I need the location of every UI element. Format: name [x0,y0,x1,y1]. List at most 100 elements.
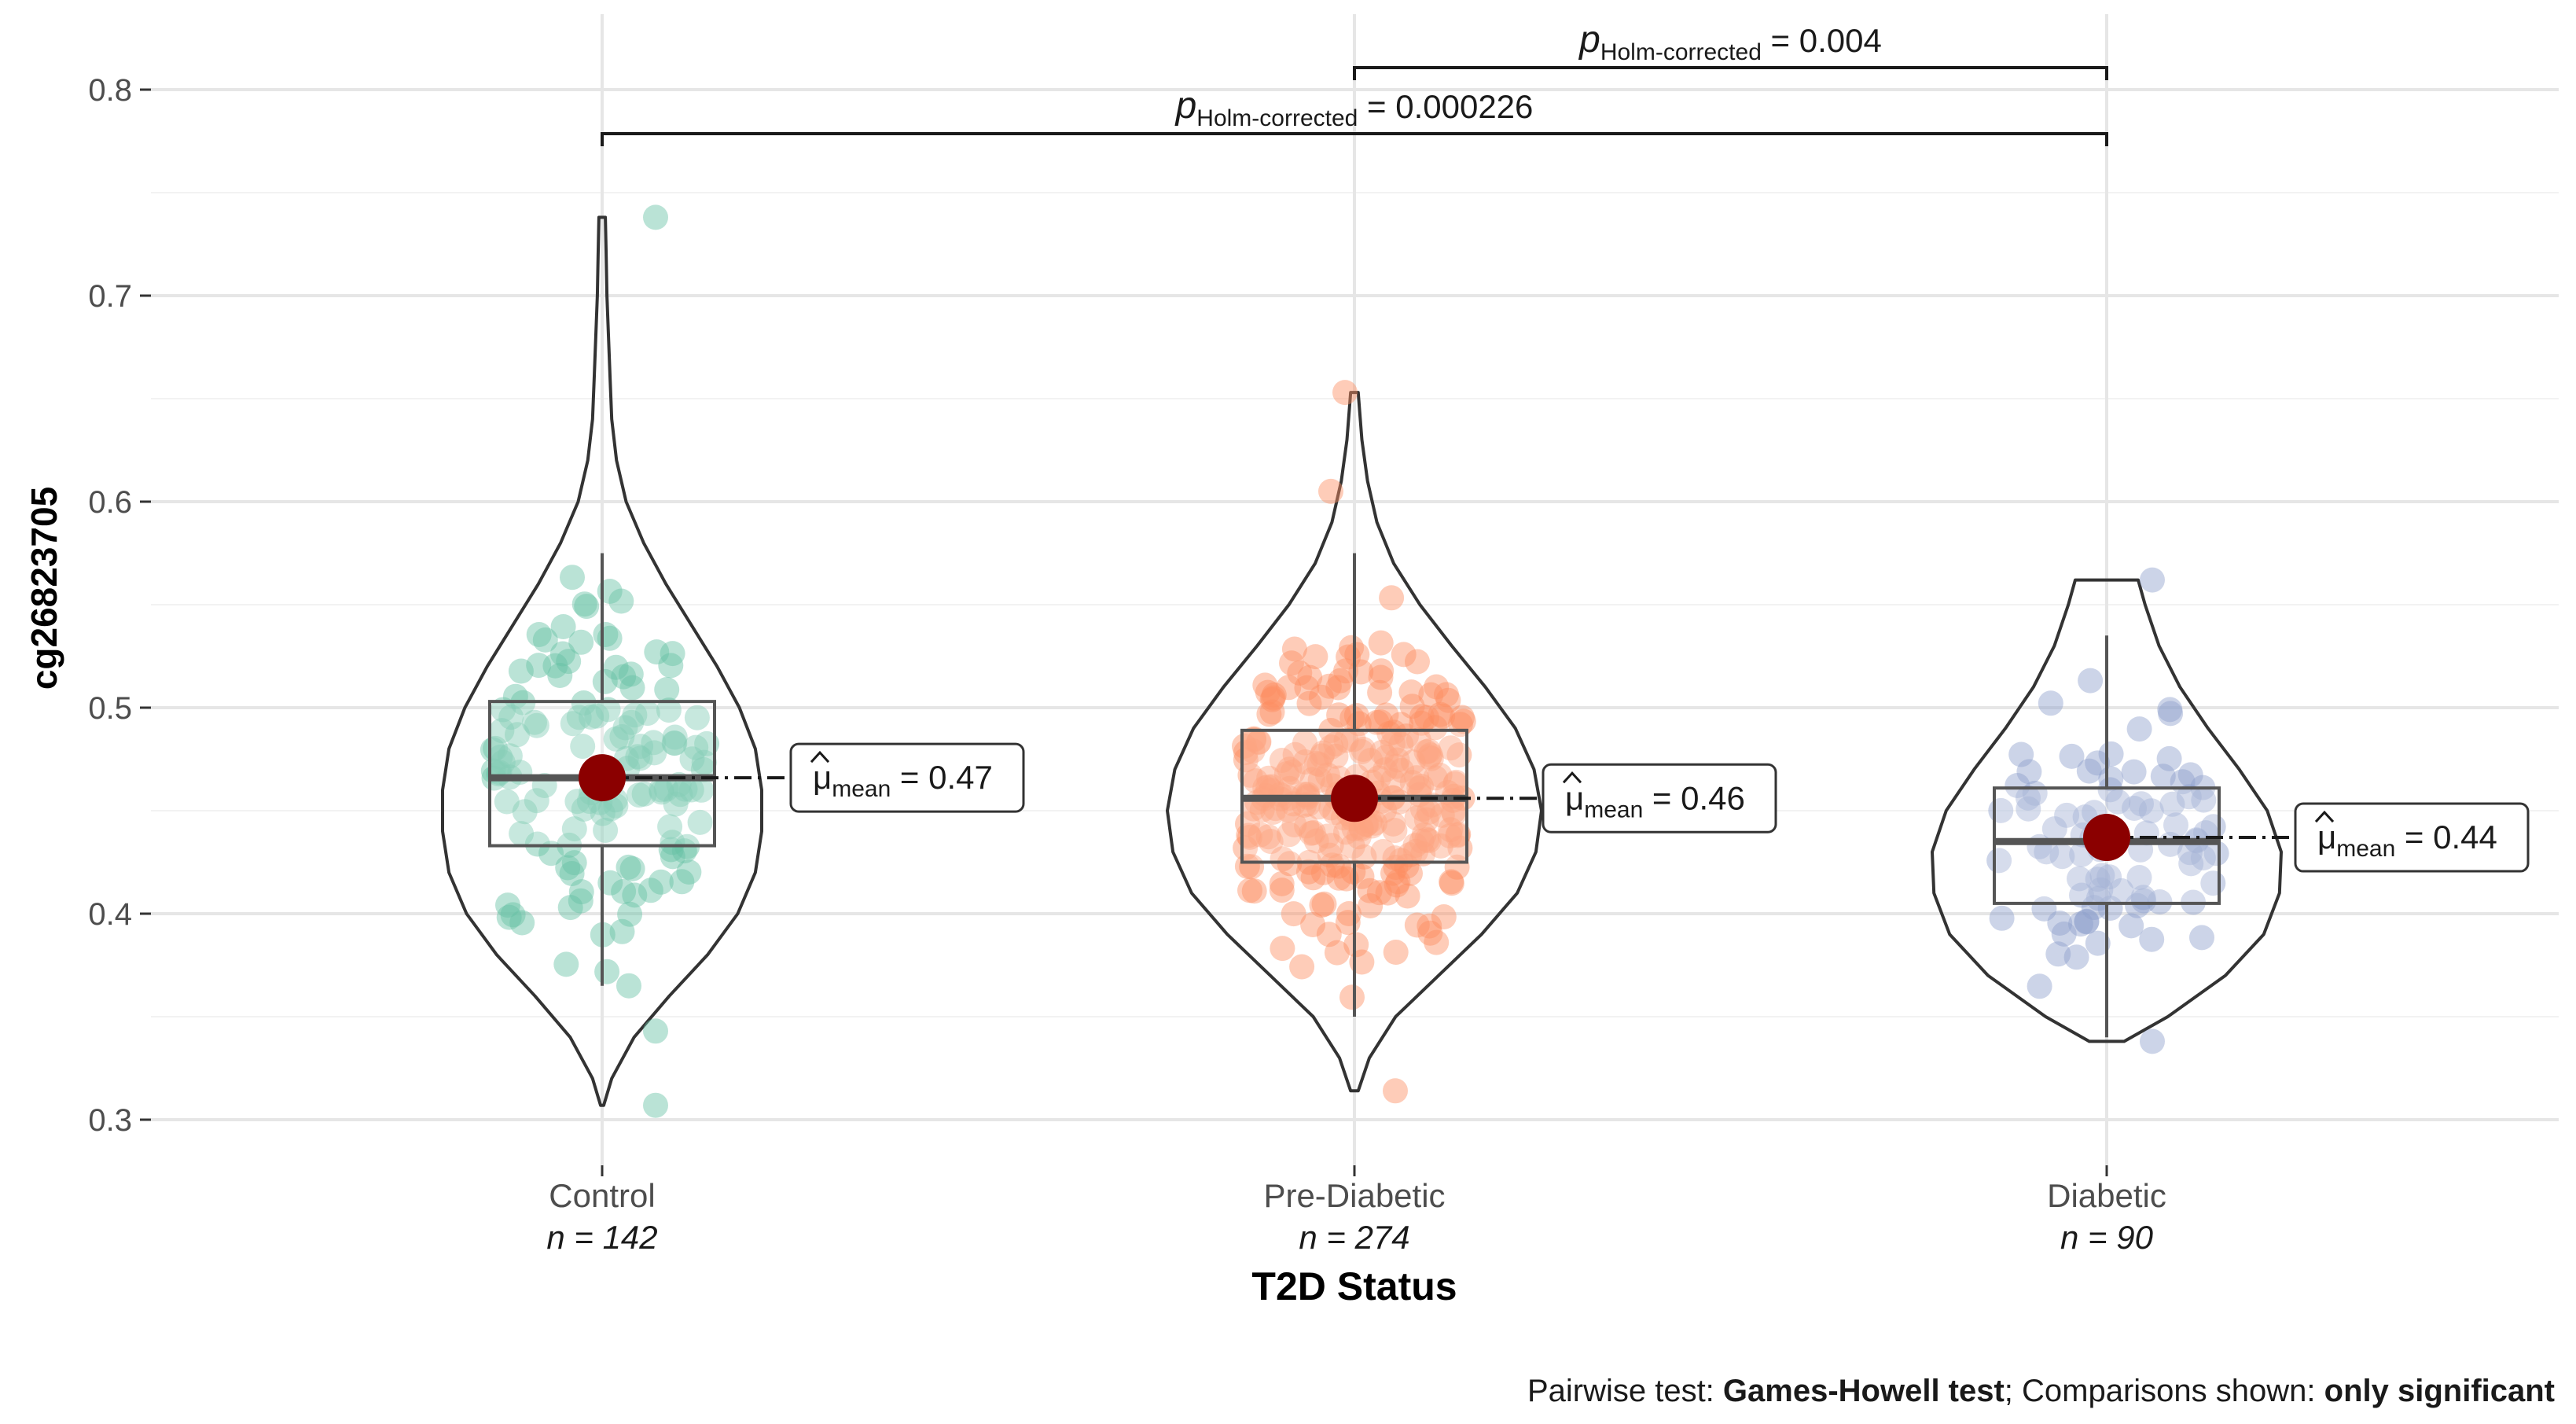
data-point [560,711,586,737]
data-point [691,749,717,775]
caption-shown: only significant [2324,1374,2555,1408]
data-point [2074,909,2100,935]
caption-test: Games-Howell test [1723,1374,2005,1408]
data-point [1399,770,1425,796]
data-point [1427,762,1453,788]
x-n-label: n = 90 [2060,1219,2154,1256]
data-point [1366,880,1392,906]
data-point [1414,826,1440,852]
data-point [1405,649,1430,675]
data-point [2089,863,2115,889]
data-point [656,697,682,723]
data-point [1383,1078,1408,1104]
data-point [662,724,688,750]
data-point [1303,828,1329,854]
data-point [634,701,660,727]
data-point [660,830,685,856]
data-point [1318,833,1344,859]
data-point [505,722,530,748]
data-point [2140,1028,2165,1054]
data-point [2176,784,2202,810]
data-point [1375,880,1401,906]
data-point [1422,715,1448,741]
data-point [1438,735,1464,761]
data-point [1389,757,1415,783]
data-point [663,791,689,817]
data-point [1289,954,1315,980]
data-point [509,910,535,936]
data-point [1333,658,1358,684]
data-point [1442,801,1467,826]
data-point [480,737,505,763]
data-point [1270,846,1295,872]
y-tick-label: 0.4 [88,897,132,932]
data-point [2189,925,2214,951]
data-point [1438,817,1464,843]
y-tick-label: 0.7 [88,279,132,314]
data-point [2063,944,2089,970]
mean-label-box [789,742,1025,813]
data-point [1309,892,1335,918]
data-point [560,565,585,591]
data-point [1404,912,1430,938]
data-point [1273,761,1299,787]
data-point [628,734,654,760]
data-point [1409,797,1435,822]
data-point [1343,932,1369,958]
data-point [1410,841,1436,867]
data-point [1339,833,1365,859]
data-point [608,588,634,614]
axes: 0.3 0.4 0.5 0.6 0.7 0.8 Control n = 142 Pre-Diab… [88,73,2166,1256]
data-point [1418,682,1444,708]
data-point [611,664,637,690]
data-point [1241,878,1267,904]
data-point [1380,860,1406,886]
data-point [1326,702,1352,728]
data-point [1423,765,1449,791]
data-point [522,709,547,735]
data-point [2078,668,2104,694]
data-point [2041,816,2067,842]
data-point [1311,891,1337,917]
data-point [490,749,516,775]
data-point [1406,727,1431,753]
mean-label: μmean = 0.46 [1565,779,1745,822]
data-point [1277,756,1303,782]
data-point [1269,878,1295,903]
data-point [2126,716,2152,742]
data-point [1417,742,1443,768]
data-point [1446,822,1472,848]
data-point [1403,838,1429,864]
data-point [653,776,679,802]
data-point [619,709,645,735]
data-point [1339,984,1365,1010]
data-point [1443,769,1469,795]
data-point [1332,380,1358,406]
y-tick-label: 0.6 [88,485,132,520]
data-point [524,831,550,857]
data-point [1343,703,1369,728]
data-point [491,697,516,723]
data-point [609,724,635,749]
data-point [1255,824,1281,850]
data-point [1233,747,1259,773]
data-point [1241,727,1266,752]
data-point [1434,682,1459,708]
data-point [616,973,641,999]
data-point [1325,675,1351,701]
y-tick-label: 0.8 [88,73,132,108]
data-point [2159,791,2185,817]
data-point [622,882,648,908]
data-point [1404,805,1430,831]
data-point [1989,905,2015,931]
data-point [1437,823,1463,848]
data-point [1258,829,1284,855]
data-point [669,869,695,895]
data-point [1260,800,1286,825]
data-point [1246,730,1271,756]
data-point [1310,740,1336,766]
data-point [1246,729,1272,755]
data-point [1280,759,1306,785]
data-point [1255,679,1281,705]
